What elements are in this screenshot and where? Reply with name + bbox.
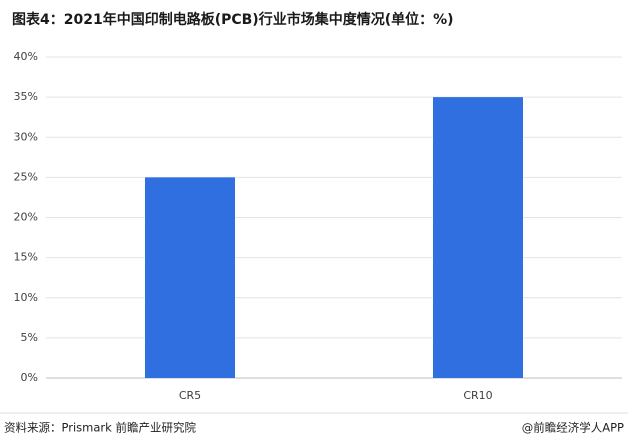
chart-title: 图表4：2021年中国印制电路板(PCB)行业市场集中度情况(单位：%) [12, 11, 454, 28]
x-tick-label: CR10 [463, 389, 492, 402]
bar [433, 97, 523, 378]
y-tick-label: 30% [14, 130, 38, 143]
bar [145, 177, 235, 378]
y-tick-label: 35% [14, 90, 38, 103]
y-tick-label: 0% [21, 371, 38, 384]
y-tick-label: 20% [14, 211, 38, 224]
y-tick-label: 15% [14, 251, 38, 264]
source-note: 资料来源：Prismark 前瞻产业研究院 [4, 421, 196, 435]
credit: @前瞻经济学人APP [522, 421, 624, 435]
y-tick-label: 40% [14, 50, 38, 63]
y-tick-label: 25% [14, 170, 38, 183]
y-tick-label: 5% [21, 331, 38, 344]
x-tick-label: CR5 [179, 389, 201, 402]
y-tick-label: 10% [14, 291, 38, 304]
